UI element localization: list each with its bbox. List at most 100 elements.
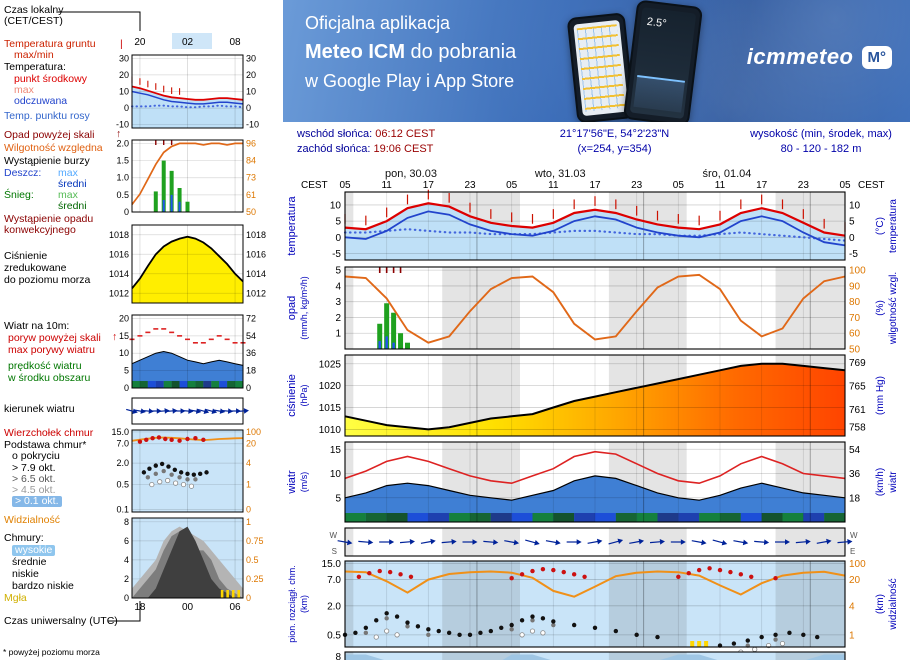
svg-text:05: 05	[506, 180, 518, 191]
icmmeteo-logo-text: icmmeteo	[746, 44, 854, 69]
phone-temp-reading: 2.5°	[646, 15, 668, 31]
svg-text:2.0: 2.0	[116, 138, 129, 148]
svg-text:wilgotność wzgl.: wilgotność wzgl.	[888, 272, 899, 345]
svg-text:17: 17	[589, 180, 601, 191]
legend-gruntu2: max/min	[14, 49, 54, 61]
legend-okt65: > 6.5 okt.	[12, 473, 56, 485]
svg-text:(%): (%)	[875, 300, 886, 316]
geo-coords: 21°17'56"E, 54°2'23"N	[559, 128, 670, 140]
legend-wilg: Wilgotność względna	[4, 142, 103, 154]
svg-text:80: 80	[849, 297, 861, 308]
phone-mockup-app: 2.5°	[622, 0, 704, 122]
svg-text:100: 100	[246, 427, 261, 437]
sunset-time: 19:06 CEST	[373, 143, 434, 155]
svg-text:ciśnienie: ciśnienie	[286, 374, 298, 417]
svg-text:(m/s): (m/s)	[299, 472, 309, 493]
location-info-bar: wschód słońca: 06:12 CEST zachód słońca:…	[283, 122, 910, 165]
svg-text:15: 15	[330, 445, 342, 456]
app-banner[interactable]: Oficjalna aplikacja Meteo ICM do pobrani…	[283, 0, 910, 122]
svg-text:60: 60	[849, 329, 861, 340]
svg-text:2: 2	[335, 313, 341, 324]
svg-text:11: 11	[548, 180, 559, 191]
svg-text:1025: 1025	[319, 359, 342, 370]
legend-rosy: Temp. punktu rosy	[4, 110, 90, 122]
svg-text:W: W	[329, 531, 337, 540]
legend-odcz: odczuwana	[14, 95, 68, 107]
svg-text:1: 1	[335, 329, 341, 340]
legend-cis3: do poziomu morza	[4, 274, 91, 286]
legend-podst2: o pokryciu	[12, 450, 60, 462]
svg-text:(km): (km)	[875, 594, 886, 614]
svg-text:5: 5	[335, 493, 341, 504]
legend-konw1: Wystąpienie opadu	[4, 213, 94, 225]
legend-predk1: prędkość wiatru	[8, 360, 82, 372]
svg-text:S: S	[332, 547, 337, 556]
svg-text:1014: 1014	[246, 269, 266, 279]
svg-text:(mm/h, kg/m²/h): (mm/h, kg/m²/h)	[299, 276, 309, 340]
mini-wind	[129, 314, 246, 389]
svg-text:54: 54	[849, 445, 861, 456]
svg-text:8: 8	[335, 652, 341, 660]
svg-text:W: W	[850, 531, 858, 540]
legend-okt01: > 0.1 okt.	[12, 496, 62, 507]
legend-konw2: konwekcyjnego	[4, 224, 76, 236]
svg-text:06: 06	[230, 602, 242, 613]
phone-screen	[573, 19, 629, 117]
svg-text:1018: 1018	[109, 230, 129, 240]
svg-text:70: 70	[849, 313, 861, 324]
banner-text: Oficjalna aplikacja Meteo ICM do pobrani…	[305, 13, 516, 92]
svg-text:1012: 1012	[246, 288, 266, 298]
svg-text:758: 758	[849, 422, 866, 433]
svg-text:10: 10	[849, 200, 861, 211]
coordinates: 21°17'56"E, 54°2'23"N (x=254, y=354)	[497, 122, 732, 165]
svg-text:wto, 31.03: wto, 31.03	[534, 168, 586, 180]
svg-text:(hPa): (hPa)	[299, 384, 309, 406]
legend-opadskala: Opad powyżej skali	[4, 129, 95, 141]
svg-text:20: 20	[119, 313, 129, 323]
altitude-values: 80 - 120 - 182 m	[780, 143, 862, 155]
svg-text:widzialność: widzialność	[888, 578, 899, 630]
svg-text:769: 769	[849, 358, 866, 369]
temperature-panel	[343, 189, 847, 261]
legend-punkt: punkt środkowy	[14, 73, 87, 85]
svg-text:20: 20	[849, 575, 861, 586]
svg-text:-10: -10	[246, 120, 259, 130]
svg-text:96: 96	[246, 138, 256, 148]
svg-text:5: 5	[335, 266, 341, 277]
svg-text:7.0: 7.0	[327, 575, 341, 586]
legend-chmury: Chmury:	[4, 532, 44, 544]
svg-text:02: 02	[182, 37, 194, 48]
svg-text:7.0: 7.0	[116, 439, 129, 449]
legend-deszczmax: max	[58, 167, 78, 179]
legend-niskie: niskie	[12, 568, 39, 580]
svg-text:1018: 1018	[246, 230, 266, 240]
svg-text:765: 765	[849, 382, 866, 393]
cover-panel	[344, 651, 846, 665]
mini-wind-direction	[126, 397, 249, 425]
precipitation-panel	[344, 266, 846, 350]
legend-footnote: * powyżej poziomu morza	[3, 647, 100, 657]
legend-srednie: średnie	[12, 556, 47, 568]
svg-text:(°C): (°C)	[875, 217, 886, 235]
sun-times: wschód słońca: 06:12 CEST zachód słońca:…	[283, 122, 497, 165]
svg-text:72: 72	[246, 313, 256, 323]
svg-text:11: 11	[715, 180, 726, 191]
legend-poryw: poryw powyżej skali	[8, 332, 101, 344]
legend-sniegmax: max	[58, 189, 78, 201]
svg-text:61: 61	[246, 190, 256, 200]
svg-text:5: 5	[124, 366, 129, 376]
legend-gruntu1: Temperatura gruntu	[4, 38, 96, 50]
legend-wiatr10: Wiatr na 10m:	[4, 320, 70, 332]
icmmeteo-logo-badge: M°	[861, 45, 892, 69]
legend-deszczsr: średni	[58, 178, 87, 190]
clouds-panel	[342, 560, 846, 655]
svg-text:10: 10	[330, 200, 342, 211]
svg-text:20: 20	[119, 70, 129, 80]
banner-line3: w Google Play i App Store	[305, 71, 515, 91]
svg-text:pon, 30.03: pon, 30.03	[385, 168, 437, 180]
legend-icon_opadskala: ↑	[116, 128, 122, 140]
legend-okt79: > 7.9 okt.	[12, 462, 56, 474]
svg-text:2.0: 2.0	[116, 458, 129, 468]
svg-text:761: 761	[849, 405, 866, 416]
